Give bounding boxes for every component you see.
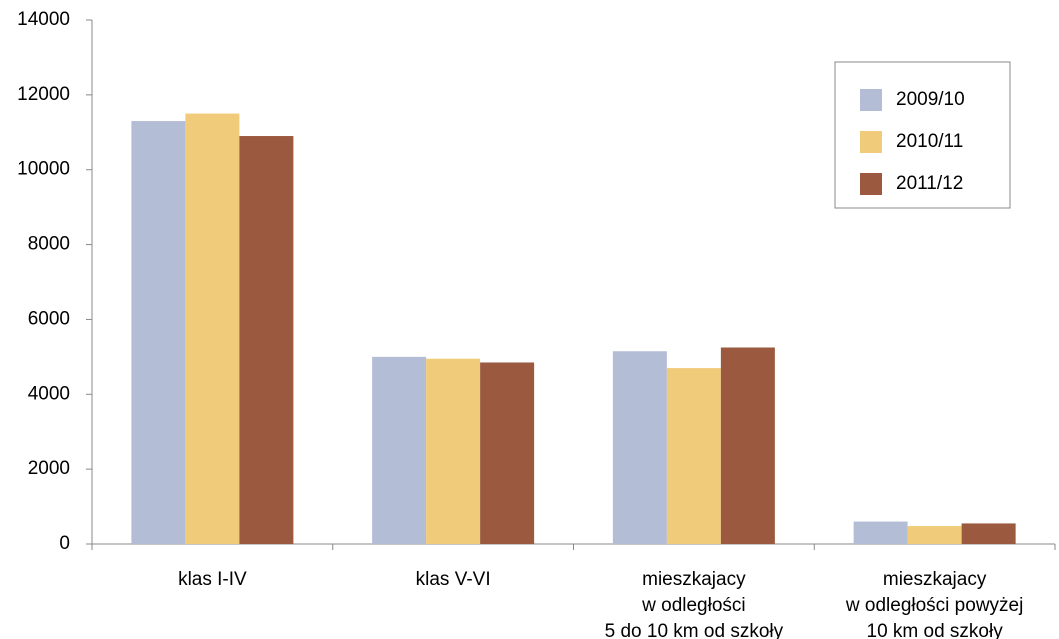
y-tick-label: 6000 — [28, 308, 70, 329]
x-tick-label: 10 km od szkoły — [867, 621, 1004, 639]
x-tick-label: klas I-IV — [178, 569, 247, 590]
x-tick-label: w odległości powyżej — [845, 595, 1023, 616]
bar — [612, 351, 667, 544]
legend-label: 2011/12 — [896, 173, 963, 194]
y-tick-label: 0 — [59, 533, 70, 554]
x-tick-label: 5 do 10 km od szkoły — [605, 621, 784, 639]
y-tick-label: 10000 — [17, 159, 70, 180]
legend-swatch — [860, 89, 882, 111]
y-tick-label: 8000 — [28, 234, 70, 255]
x-tick-label: klas V-VI — [416, 569, 491, 590]
bar — [239, 136, 294, 544]
y-tick-label: 12000 — [17, 84, 70, 105]
legend-swatch — [860, 173, 882, 195]
y-tick-label: 4000 — [28, 383, 70, 404]
bar — [426, 358, 481, 544]
x-tick-label: w odległości — [641, 595, 746, 616]
x-tick-label: mieszkajacy — [883, 569, 987, 590]
y-tick-label: 14000 — [17, 9, 70, 30]
legend-label: 2009/10 — [896, 89, 965, 110]
y-tick-label: 2000 — [28, 458, 70, 479]
bar — [131, 121, 186, 545]
bar — [907, 526, 962, 544]
bar — [480, 362, 535, 544]
x-tick-label: mieszkajacy — [642, 569, 746, 590]
legend-swatch — [860, 131, 882, 153]
bar — [853, 521, 908, 544]
bar — [961, 523, 1016, 544]
legend-label: 2010/11 — [896, 131, 963, 152]
bar — [372, 356, 427, 544]
bar — [720, 347, 775, 544]
bar — [666, 368, 721, 544]
bar — [185, 113, 240, 545]
